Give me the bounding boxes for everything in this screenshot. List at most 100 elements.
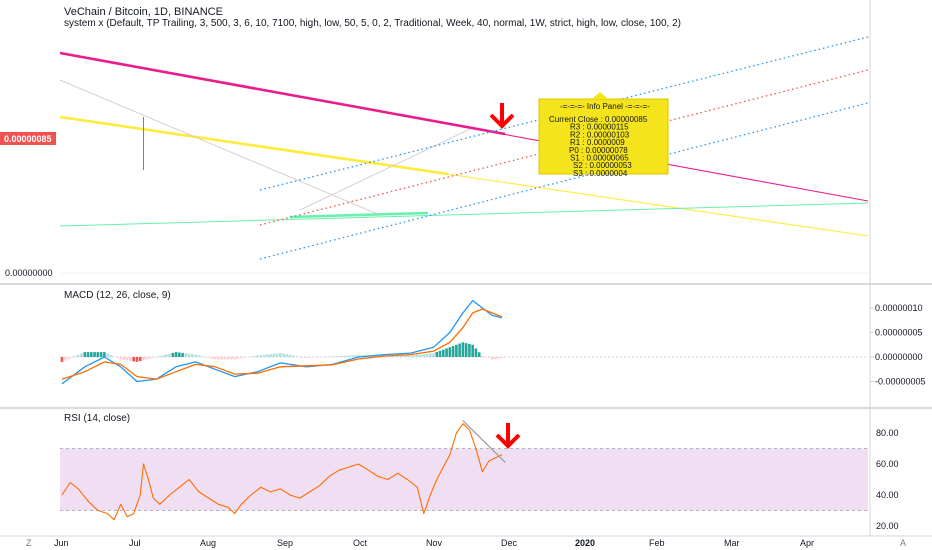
info-panel-line: R1 : 0.0000009 [570, 138, 625, 147]
trendline-magenta-bold [59, 51, 506, 136]
macd-histogram-bar [236, 357, 240, 359]
macd-tick-label: -0.00000005 [875, 377, 926, 387]
macd-histogram-bar [490, 357, 494, 360]
macd-histogram-bar [487, 357, 491, 359]
macd-histogram-bar [279, 353, 282, 357]
macd-histogram-bar [187, 353, 191, 357]
macd-histogram-bar [494, 357, 497, 359]
macd-histogram-bar [207, 357, 210, 358]
trendline-green-bold [289, 211, 429, 219]
macd-histogram-bar [399, 355, 403, 357]
macd-histogram-bar [132, 357, 136, 362]
trendline-green [59, 202, 869, 227]
macd-histogram-bar [148, 357, 152, 359]
macd-histogram-bar [125, 357, 129, 361]
macd-histogram-bar [239, 357, 243, 359]
time-tick-label: 2020 [575, 538, 595, 548]
macd-histogram-bar [438, 350, 442, 357]
macd-histogram-bar [151, 357, 155, 358]
time-tick-label: Feb [649, 538, 665, 548]
macd-histogram-bar [194, 354, 197, 357]
macd-histogram-bar [174, 352, 178, 357]
macd-histogram-bar [327, 356, 331, 358]
info-panel-title: -=-=-=- Info Panel -=-=-=- [560, 102, 650, 111]
macd-histogram-bar [266, 354, 269, 357]
macd-histogram-bar [337, 356, 341, 357]
macd-histogram-bar [448, 347, 452, 357]
info-panel-line: R3 : 0.00000115 [570, 123, 629, 132]
macd-histogram-bar [481, 356, 484, 357]
macd-histogram-bar [419, 354, 422, 357]
macd-histogram-bar [161, 355, 165, 357]
macd-histogram-bar [256, 355, 259, 357]
info-panel-line: S2 : 0.00000053 [573, 161, 632, 170]
macd-histogram-bar [155, 357, 158, 358]
macd-histogram-bar [308, 357, 312, 358]
macd-histogram-bar [442, 349, 445, 357]
macd-histogram-bar [178, 352, 181, 357]
macd-histogram-bar [347, 355, 351, 357]
macd-histogram-bar [243, 357, 246, 358]
rsi-tick-label: 40.00 [876, 490, 899, 500]
time-tick-label: Aug [200, 538, 216, 548]
macd-histogram-bar [96, 352, 100, 357]
price-tick-label: 0.00000000 [5, 268, 53, 278]
macd-histogram-bar [129, 357, 132, 361]
macd-histogram-bar [357, 355, 360, 357]
macd-tick-label: 0.00000010 [875, 303, 923, 313]
macd-histogram-bar [249, 356, 253, 358]
macd-histogram-bar [432, 353, 435, 357]
macd-histogram-bar [285, 354, 289, 357]
macd-histogram-bar [116, 357, 119, 358]
time-tick-label: Jun [54, 538, 69, 548]
macd-histogram-bar [138, 357, 142, 362]
macd-histogram-bar [334, 356, 338, 357]
info-panel-line: R2 : 0.00000103 [570, 130, 630, 139]
macd-histogram-bar [321, 357, 325, 358]
macd-histogram-bar [181, 352, 184, 357]
rsi-tick-label: 20.00 [876, 521, 899, 531]
macd-histogram-bar [86, 352, 90, 357]
trendline-gray [59, 79, 381, 216]
info-panel-line: P0 : 0.00000078 [569, 146, 628, 155]
macd-histogram-bar [461, 342, 465, 357]
macd-histogram-bar [70, 357, 74, 358]
macd-histogram-bar [318, 357, 321, 358]
time-tick-label: Oct [353, 538, 368, 548]
current-price-label: 0.00000085 [4, 134, 52, 144]
macd-title: MACD (12, 26, close, 9) [64, 290, 171, 301]
rsi-line [61, 423, 503, 521]
macd-histogram-bar [93, 352, 96, 357]
macd-histogram-bar [497, 357, 501, 359]
macd-histogram-bar [350, 355, 354, 357]
macd-histogram-bar [288, 354, 292, 357]
macd-histogram-bar [210, 357, 214, 359]
macd-histogram-bar [213, 357, 217, 360]
macd-histogram-bar [63, 357, 67, 361]
macd-histogram-bar [445, 348, 448, 357]
macd-histogram-bar [422, 354, 426, 357]
auto-scale-icon: A [900, 538, 906, 548]
macd-histogram-bar [477, 352, 481, 357]
macd-histogram-bar [67, 357, 70, 360]
time-tick-label: Jul [129, 538, 141, 548]
macd-histogram-bar [90, 352, 93, 357]
macd-histogram-bar [269, 354, 272, 357]
macd-histogram-bar [106, 353, 109, 357]
macd-histogram-bar [145, 357, 149, 360]
macd-histogram-bar [184, 353, 188, 357]
rsi-tick-label: 60.00 [876, 459, 899, 469]
macd-histogram-bar [233, 357, 237, 360]
macd-histogram-bar [230, 357, 233, 360]
indicator-title: system x (Default, TP Trailing, 3, 500, … [64, 18, 681, 29]
macd-histogram-bar [122, 357, 126, 360]
macd-histogram-bar [217, 357, 220, 360]
macd-histogram-bar [412, 355, 416, 357]
macd-histogram-bar [220, 357, 224, 360]
macd-histogram-bar [396, 355, 400, 357]
macd-histogram-bar [409, 355, 413, 357]
info-panel-line: Current Close : 0.00000085 [549, 115, 648, 124]
macd-histogram-bar [223, 357, 227, 360]
macd-histogram-bar [76, 354, 80, 357]
